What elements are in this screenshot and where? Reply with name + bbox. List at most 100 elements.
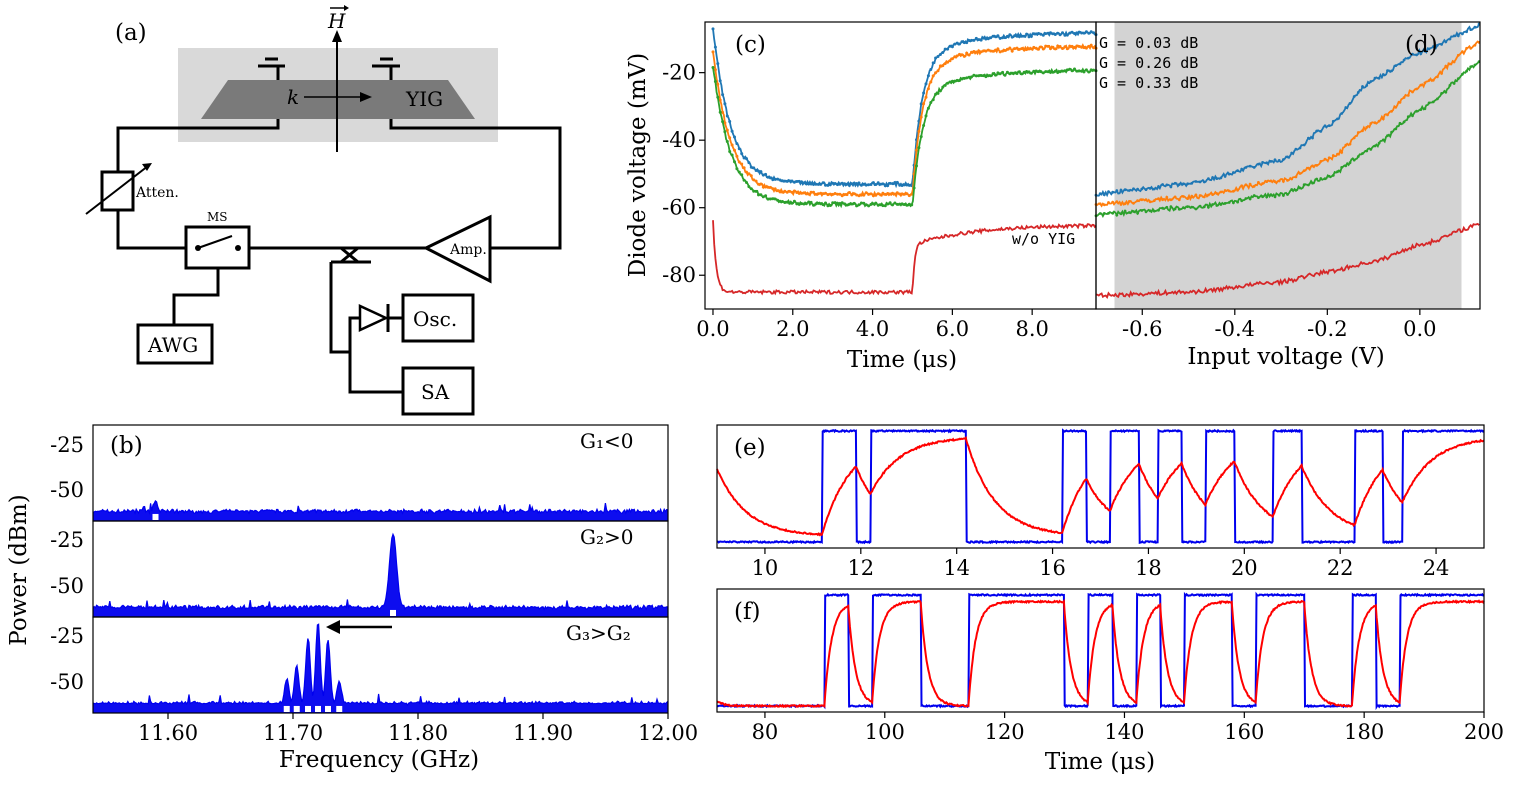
- d-point-orange: [1361, 129, 1364, 133]
- d-point-green: [1186, 205, 1189, 209]
- c-point-green: [926, 106, 930, 110]
- c-point-orange: [766, 185, 770, 189]
- c-point-blue: [747, 161, 751, 165]
- c-point-orange: [747, 172, 751, 176]
- c-point-green: [912, 186, 916, 190]
- c-point-orange: [898, 192, 902, 196]
- d-point-orange: [1302, 169, 1306, 173]
- b-peak-gap-2-0: [390, 609, 396, 616]
- b-spectrum-fill-2: [93, 534, 668, 617]
- c-point-orange: [814, 192, 818, 196]
- c-point-blue: [833, 182, 837, 185]
- c-point-green: [934, 92, 938, 96]
- c-point-green: [797, 202, 801, 206]
- c-point-blue: [745, 157, 748, 161]
- d-point-orange: [1402, 96, 1406, 99]
- panel-f-plot: [716, 591, 1485, 711]
- d-point-blue: [1469, 28, 1473, 31]
- d-point-blue: [1386, 69, 1389, 73]
- ms-label: MS: [207, 210, 228, 224]
- c-point-blue: [843, 182, 847, 186]
- c-point-blue: [970, 38, 973, 42]
- c-point-orange: [936, 69, 940, 73]
- c-point-orange: [943, 62, 947, 66]
- c-point-green: [998, 72, 1002, 76]
- c-point-orange: [982, 49, 985, 53]
- c-point-orange: [840, 194, 844, 198]
- c-point-green: [759, 193, 763, 197]
- c-point-blue: [1080, 31, 1084, 35]
- c-point-green: [735, 167, 739, 171]
- panel-a-label: (a): [115, 20, 147, 46]
- c-point-orange: [900, 192, 904, 196]
- c-point-orange: [905, 192, 909, 196]
- c-point-orange: [1087, 44, 1091, 48]
- c-point-green: [821, 203, 825, 207]
- c-point-green: [931, 98, 935, 102]
- d-point-blue: [1423, 49, 1427, 53]
- d-point-green: [1307, 183, 1310, 187]
- c-point-blue: [1061, 31, 1064, 35]
- c-point-green: [953, 79, 957, 83]
- d-point-green: [1119, 212, 1123, 216]
- c-point-green: [1001, 70, 1005, 74]
- c-trace-red: [712, 220, 1097, 296]
- c-point-orange: [804, 192, 808, 196]
- spectrum-analyzer-box: [401, 366, 475, 416]
- c-point-blue: [907, 183, 911, 187]
- c-point-green: [1075, 69, 1079, 73]
- b-peak-gap-3-5: [336, 705, 343, 712]
- d-point-orange: [1373, 121, 1377, 125]
- c-point-orange: [881, 191, 885, 195]
- d-point-orange: [1390, 109, 1393, 113]
- d-point-green: [1286, 193, 1289, 196]
- c-point-green: [941, 85, 945, 89]
- c-point-orange: [886, 192, 890, 195]
- d-point-orange: [1319, 160, 1323, 163]
- c-point-green: [862, 201, 866, 205]
- c-point-blue: [828, 183, 832, 187]
- c-point-blue: [905, 183, 909, 187]
- d-point-green: [1448, 84, 1452, 87]
- d-point-blue: [1294, 147, 1298, 151]
- d-point-green: [1315, 177, 1319, 181]
- c-point-blue: [977, 38, 981, 42]
- c-point-orange: [1092, 46, 1096, 50]
- c-point-blue: [807, 182, 811, 186]
- c-point-blue: [730, 129, 734, 133]
- c-point-blue: [749, 165, 753, 169]
- d-point-orange: [1223, 189, 1227, 192]
- d-point-orange: [1356, 131, 1360, 134]
- d-point-orange: [1307, 166, 1310, 170]
- d-point-green: [1182, 206, 1185, 210]
- d-point-green: [1365, 149, 1369, 153]
- c-point-blue: [855, 182, 859, 186]
- yig-label: YIG: [405, 87, 443, 111]
- c-point-blue: [888, 181, 892, 185]
- b-xticks: 11.60 11.70 11.80 11.90 12.00: [138, 713, 698, 745]
- c-point-blue: [718, 79, 722, 83]
- d-point-blue: [1227, 172, 1231, 176]
- d-point-green: [1215, 204, 1219, 207]
- d-point-orange: [1448, 62, 1452, 66]
- c-point-orange: [745, 170, 748, 174]
- c-point-orange: [721, 110, 725, 114]
- c-point-orange: [847, 191, 851, 194]
- c-point-orange: [1075, 44, 1079, 48]
- c-point-green: [972, 73, 976, 77]
- panel-b-plot: [92, 499, 669, 713]
- c-point-green: [745, 181, 748, 184]
- b-ytick-4: -50: [50, 574, 84, 598]
- c-point-green: [807, 200, 811, 204]
- d-point-orange: [1336, 152, 1339, 156]
- c-point-blue: [804, 182, 808, 186]
- d-xtick-3: -0.2: [1307, 317, 1348, 341]
- c-point-green: [737, 170, 741, 174]
- b-ytick-5: -25: [50, 624, 84, 648]
- d-xlabel: Input voltage (V): [1187, 344, 1384, 370]
- c-point-green: [780, 200, 784, 203]
- c-point-orange: [991, 49, 995, 53]
- d-point-green: [1152, 209, 1156, 213]
- d-point-blue: [1323, 124, 1327, 128]
- d-point-green: [1140, 209, 1144, 212]
